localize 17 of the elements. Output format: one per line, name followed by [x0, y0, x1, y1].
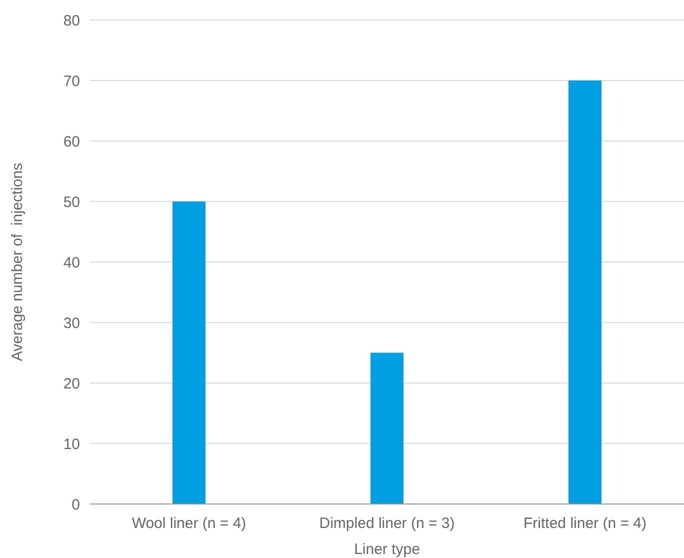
bar: [172, 202, 206, 504]
x-tick-label: Wool liner (n = 4): [132, 515, 246, 532]
y-tick-label: 50: [63, 194, 80, 211]
x-tick-label: Dimpled liner (n = 3): [319, 515, 455, 532]
y-tick-label: 20: [63, 375, 80, 392]
y-tick-label: 10: [63, 436, 80, 453]
y-tick-label: 30: [63, 314, 80, 332]
y-tick-label: 60: [63, 133, 80, 150]
y-axis-title: Average number of injections: [9, 162, 26, 362]
y-tick-label: 80: [63, 12, 80, 30]
bar: [370, 352, 404, 504]
x-axis-title: Liner type: [354, 541, 420, 558]
x-tick-label: Fritted liner (n = 4): [524, 515, 646, 532]
bar: [568, 80, 602, 504]
y-tick-label: 0: [72, 496, 80, 514]
y-tick-label: 70: [63, 72, 80, 90]
y-tick-label: 40: [63, 254, 80, 272]
